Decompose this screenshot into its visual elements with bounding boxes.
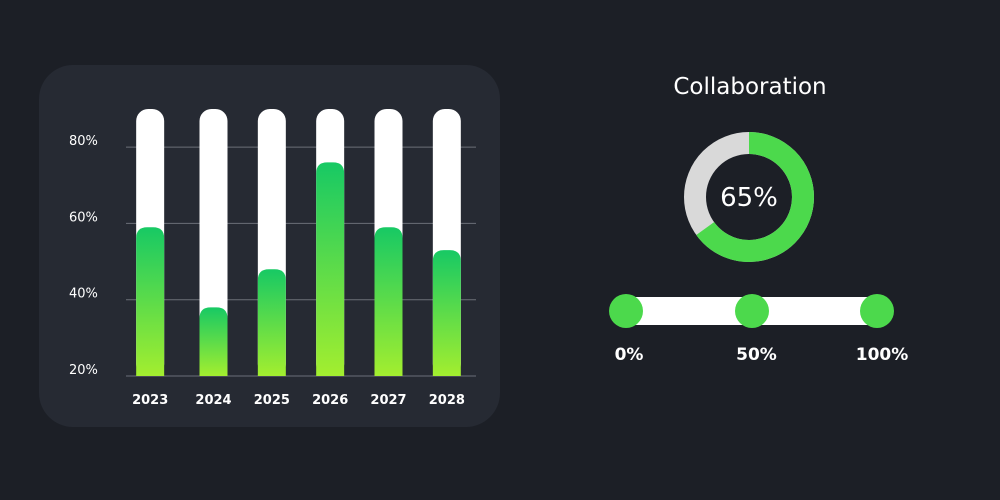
bar-2028 xyxy=(432,250,461,376)
x-tick-label: 2028 xyxy=(429,393,465,408)
bar-2025 xyxy=(257,269,286,376)
slider-label: 50% xyxy=(736,345,777,365)
bar-chart-card: 20% 40% 60% 80% 2023 2024 2025 2026 2027 2028 xyxy=(39,65,500,427)
x-tick-label: 2025 xyxy=(254,393,290,408)
bar-chart: 20% 40% 60% 80% 2023 2024 2025 2026 2027 2028 xyxy=(69,109,476,408)
y-tick-label: 40% xyxy=(69,287,98,302)
bar-2023 xyxy=(136,227,165,376)
x-tick-label: 2023 xyxy=(132,393,168,408)
y-tick-label: 80% xyxy=(69,134,98,149)
y-tick-label: 20% xyxy=(69,363,98,378)
slider-label: 0% xyxy=(614,345,644,365)
bar-2027 xyxy=(374,227,403,376)
slider-knob[interactable] xyxy=(609,294,643,328)
bar-2026 xyxy=(316,162,345,376)
y-tick-label: 60% xyxy=(69,210,98,225)
x-tick-label: 2024 xyxy=(195,393,231,408)
collaboration-title: Collaboration xyxy=(673,74,827,100)
slider-label: 100% xyxy=(855,345,909,365)
donut-progress xyxy=(684,132,814,262)
x-tick-label: 2027 xyxy=(370,393,406,408)
slider-knob[interactable] xyxy=(734,294,769,328)
bar-2024 xyxy=(199,307,228,376)
slider-knob[interactable] xyxy=(860,294,894,328)
donut-percent-label: 65% xyxy=(720,183,778,213)
x-tick-label: 2026 xyxy=(312,393,348,408)
collaboration-donut: 65% xyxy=(684,132,814,262)
